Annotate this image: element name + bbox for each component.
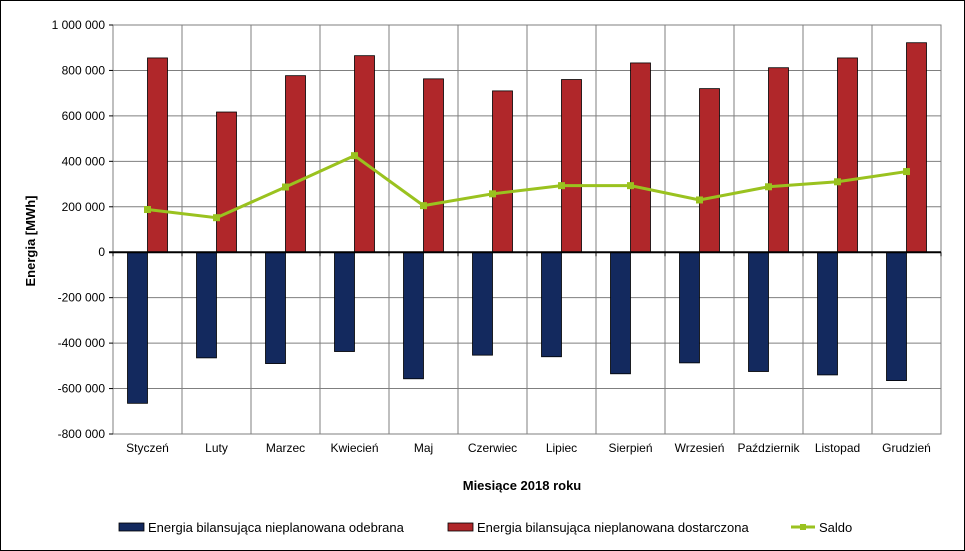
bar-odebrana bbox=[196, 251, 217, 359]
bar-odebrana bbox=[127, 251, 148, 404]
saldo-point bbox=[213, 214, 220, 222]
x-tick-labels: Styczeń Luty Marzec Kwiecień Maj Czerwiec Lipi… bbox=[126, 441, 931, 455]
bar-dostarczona bbox=[699, 88, 720, 253]
bar-dostarczona bbox=[630, 62, 651, 253]
bars bbox=[127, 42, 927, 404]
y-tick-label: 800 000 bbox=[62, 63, 106, 77]
bar-odebrana bbox=[679, 251, 700, 364]
y-tick-label: 200 000 bbox=[62, 200, 106, 214]
x-tick-label: Sierpień bbox=[608, 441, 652, 455]
bar-odebrana bbox=[610, 251, 631, 375]
bar-odebrana bbox=[265, 251, 286, 364]
y-tick-label: 0 bbox=[98, 245, 105, 259]
y-tick-label: 400 000 bbox=[62, 154, 106, 168]
x-tick-label: Listopad bbox=[815, 441, 860, 455]
bar-dostarczona bbox=[216, 111, 237, 253]
x-tick-label: Styczeń bbox=[126, 441, 169, 455]
saldo-point bbox=[765, 183, 772, 191]
legend-label-dostarczona: Energia bilansująca nieplanowana dostarc… bbox=[477, 520, 750, 535]
bar-dostarczona bbox=[561, 79, 582, 253]
legend-swatch-saldo-marker bbox=[800, 524, 806, 530]
bar-dostarczona bbox=[837, 57, 858, 253]
plot-border bbox=[109, 24, 942, 435]
saldo-point bbox=[282, 183, 289, 191]
y-tick-labels: -800 000 -600 000 -400 000 -200 000 0 200 000… bbox=[52, 18, 106, 441]
legend-swatch-odebrana bbox=[118, 522, 145, 532]
y-tick-label: -600 000 bbox=[58, 382, 106, 396]
saldo-polyline bbox=[147, 153, 907, 220]
bar-dostarczona bbox=[906, 42, 927, 253]
saldo-point bbox=[627, 182, 634, 190]
legend: Energia bilansująca nieplanowana odebran… bbox=[118, 520, 852, 535]
x-tick-label: Październik bbox=[737, 441, 800, 455]
x-tick-label: Maj bbox=[414, 441, 433, 455]
legend-swatch-dostarczona bbox=[447, 522, 474, 532]
legend-label-odebrana: Energia bilansująca nieplanowana odebran… bbox=[148, 520, 405, 535]
gridlines bbox=[113, 24, 941, 435]
saldo-point bbox=[834, 178, 841, 186]
bar-dostarczona bbox=[492, 90, 513, 253]
x-axis-title: Miesiące 2018 roku bbox=[463, 478, 582, 493]
bar-dostarczona bbox=[147, 57, 168, 253]
y-tick-label: 1 000 000 bbox=[52, 18, 106, 32]
bar-dostarczona bbox=[423, 78, 444, 253]
x-tick-label: Grudzień bbox=[882, 441, 931, 455]
x-tick-label: Luty bbox=[205, 441, 228, 455]
y-tick-label: -200 000 bbox=[58, 291, 106, 305]
x-tick-label: Czerwiec bbox=[468, 441, 517, 455]
bar-odebrana bbox=[472, 251, 493, 356]
saldo-point bbox=[696, 196, 703, 204]
bar-odebrana bbox=[886, 251, 907, 382]
x-tick-label: Lipiec bbox=[546, 441, 577, 455]
plot-outline bbox=[112, 24, 942, 435]
saldo-point bbox=[351, 152, 358, 160]
bar-odebrana bbox=[817, 251, 838, 376]
y-axis-title: Energia [MWh] bbox=[23, 196, 38, 287]
bar-dostarczona bbox=[768, 67, 789, 253]
x-tick-label: Wrzesień bbox=[675, 441, 725, 455]
bar-odebrana bbox=[334, 251, 355, 352]
saldo-point bbox=[489, 190, 496, 198]
saldo-line bbox=[144, 152, 910, 222]
saldo-point bbox=[144, 206, 151, 214]
y-tick-label: 600 000 bbox=[62, 109, 106, 123]
legend-label-saldo: Saldo bbox=[819, 520, 852, 535]
bar-odebrana bbox=[748, 251, 769, 372]
x-tick-label: Kwiecień bbox=[330, 441, 378, 455]
bar-odebrana bbox=[541, 251, 562, 358]
bar-dostarczona bbox=[285, 75, 306, 253]
saldo-point bbox=[903, 168, 910, 176]
bar-odebrana bbox=[403, 251, 424, 380]
saldo-point bbox=[558, 182, 565, 190]
y-tick-label: -800 000 bbox=[58, 427, 106, 441]
x-tick-label: Marzec bbox=[266, 441, 305, 455]
y-tick-label: -400 000 bbox=[58, 336, 106, 350]
saldo-point bbox=[420, 202, 427, 210]
